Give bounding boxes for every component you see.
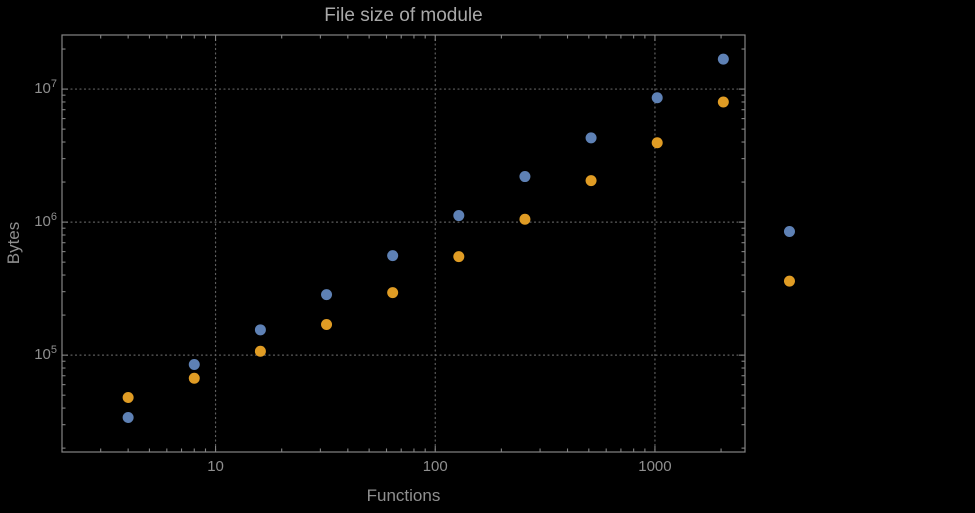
data-point-blue — [254, 324, 266, 336]
data-point-blue — [783, 225, 795, 237]
data-point-orange — [453, 251, 465, 263]
y-tick-label: 106 — [34, 211, 57, 231]
x-tick-label: 1000 — [638, 458, 672, 475]
y-tick-label: 105 — [34, 344, 57, 364]
data-point-orange — [321, 318, 333, 330]
data-point-blue — [519, 171, 531, 183]
data-point-blue — [585, 132, 597, 144]
data-point-blue — [651, 92, 663, 104]
data-point-blue — [188, 359, 200, 371]
data-point-orange — [519, 213, 531, 225]
chart-title: File size of module — [324, 5, 483, 26]
y-tick-label: 107 — [34, 78, 57, 98]
data-point-blue — [453, 210, 465, 222]
x-axis-label: Functions — [366, 486, 441, 505]
data-point-orange — [387, 287, 399, 299]
x-tick-label: 100 — [422, 458, 448, 475]
data-point-orange — [188, 372, 200, 384]
data-point-orange — [585, 175, 597, 187]
x-tick-label: 10 — [207, 458, 224, 475]
data-point-orange — [651, 137, 663, 149]
data-point-orange — [122, 392, 134, 404]
data-point-orange — [783, 275, 795, 287]
data-point-orange — [254, 345, 266, 357]
data-point-blue — [122, 411, 134, 423]
data-point-blue — [717, 53, 729, 65]
plot-frame — [61, 34, 746, 453]
data-point-blue — [387, 250, 399, 262]
data-point-blue — [321, 289, 333, 301]
data-point-orange — [717, 96, 729, 108]
